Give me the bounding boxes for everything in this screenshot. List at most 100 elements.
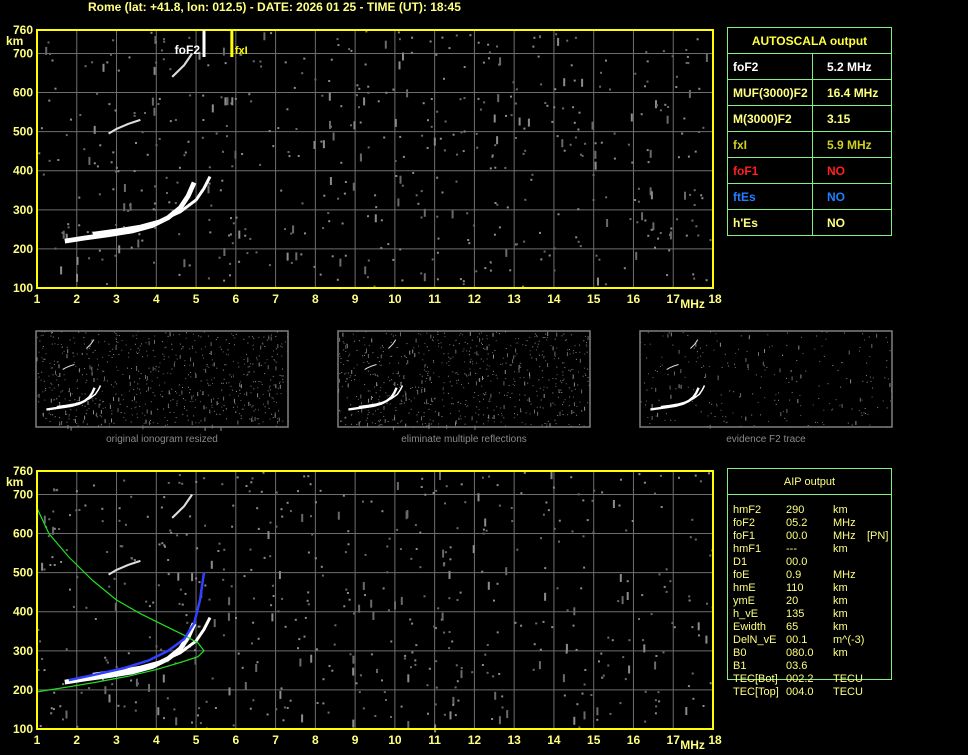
noise-dot <box>738 396 740 398</box>
noise-dot <box>184 365 185 367</box>
noise-dot <box>537 346 539 348</box>
noise-dot <box>50 707 53 710</box>
noise-dot <box>577 240 580 243</box>
noise-dot <box>234 344 235 346</box>
noise-dot <box>181 482 184 485</box>
noise-dot <box>565 643 568 652</box>
noise-dot <box>106 61 109 64</box>
noise-dot <box>405 357 407 358</box>
noise-dot <box>448 360 450 362</box>
noise-dot <box>670 419 672 421</box>
noise-dot <box>862 380 864 382</box>
noise-dot <box>358 340 360 342</box>
noise-dot <box>145 342 147 344</box>
noise-dot <box>208 366 210 368</box>
noise-dot <box>475 372 477 374</box>
noise-dot <box>464 373 466 375</box>
noise-dot <box>184 406 185 408</box>
noise-dot <box>497 94 500 103</box>
noise-dot <box>775 394 777 396</box>
noise-dot <box>802 352 804 354</box>
noise-dot <box>577 128 580 131</box>
noise-dot <box>890 400 891 402</box>
noise-dot <box>292 225 295 234</box>
noise-dot <box>488 57 490 60</box>
noise-dot <box>842 362 844 364</box>
noise-dot <box>359 421 361 423</box>
autoscala-row: fxI 5.9 MHz <box>728 131 891 157</box>
noise-dot <box>104 419 106 424</box>
noise-dot <box>587 336 589 340</box>
noise-dot <box>153 202 156 205</box>
noise-dot <box>193 415 195 417</box>
noise-dot <box>458 410 460 412</box>
noise-dot <box>62 683 65 686</box>
noise-dot <box>136 413 138 415</box>
noise-dot <box>118 397 120 402</box>
noise-dot <box>383 415 385 417</box>
noise-dot <box>782 411 784 413</box>
noise-dot <box>338 409 340 411</box>
noise-dot <box>427 119 429 122</box>
noise-dot <box>139 345 141 347</box>
noise-dot <box>487 581 490 590</box>
noise-dot <box>362 582 365 590</box>
noise-dot <box>108 585 111 588</box>
noise-dot <box>204 346 206 348</box>
x-tick-label: 1 <box>34 292 41 306</box>
noise-dot <box>745 358 747 362</box>
noise-dot <box>339 410 341 412</box>
noise-dot <box>514 413 515 415</box>
noise-dot <box>345 588 348 591</box>
noise-dot <box>134 396 135 401</box>
noise-dot <box>677 156 680 159</box>
noise-dot <box>510 95 512 98</box>
noise-dot <box>384 418 386 423</box>
noise-dot <box>115 166 118 169</box>
noise-dot <box>628 639 631 642</box>
noise-dot <box>678 349 680 354</box>
noise-dot <box>818 398 820 399</box>
noise-dot <box>233 398 235 403</box>
aip-row: hmE 110 km <box>733 582 888 595</box>
noise-dot <box>314 557 317 560</box>
noise-dot <box>626 580 629 583</box>
noise-dot <box>323 194 326 197</box>
noise-dot <box>222 568 225 571</box>
noise-dot <box>275 361 277 363</box>
noise-dot <box>656 370 658 372</box>
noise-dot <box>389 380 391 382</box>
noise-dot <box>705 54 708 62</box>
noise-dot <box>201 348 203 350</box>
noise-dot <box>86 353 88 355</box>
noise-dot <box>476 146 479 149</box>
noise-dot <box>254 416 256 421</box>
third-hop-trace <box>171 52 193 78</box>
noise-dot <box>376 374 378 376</box>
noise-dot <box>796 381 798 383</box>
noise-dot <box>322 227 325 230</box>
noise-dot <box>747 364 749 369</box>
noise-dot <box>527 118 530 127</box>
noise-dot <box>260 365 262 366</box>
noise-dot <box>173 362 175 367</box>
noise-dot <box>405 397 407 402</box>
noise-dot <box>146 376 148 380</box>
noise-dot <box>428 350 430 352</box>
noise-dot <box>41 331 43 333</box>
noise-dot <box>62 718 64 721</box>
noise-dot <box>223 396 225 401</box>
noise-dot <box>529 372 530 377</box>
x-tick-label: 6 <box>232 733 239 747</box>
x-tick-label: 13 <box>507 733 521 747</box>
noise-dot <box>851 408 853 410</box>
noise-dot <box>136 351 137 353</box>
noise-dot <box>477 336 479 338</box>
noise-dot <box>356 349 358 351</box>
noise-dot <box>393 383 394 385</box>
noise-dot <box>513 417 515 419</box>
noise-dot <box>383 405 385 410</box>
noise-dot <box>505 248 508 257</box>
noise-dot <box>869 356 871 357</box>
noise-dot <box>528 397 530 402</box>
